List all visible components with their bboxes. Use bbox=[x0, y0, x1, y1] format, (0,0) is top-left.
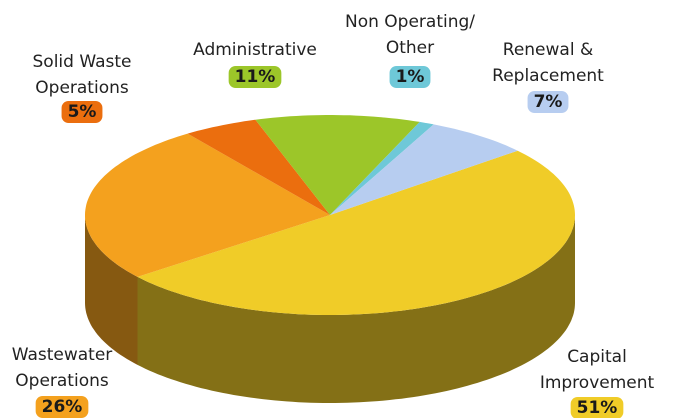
value-badge: 26% bbox=[35, 396, 89, 418]
value-badge: 51% bbox=[570, 397, 624, 418]
label-line: Improvement bbox=[540, 373, 655, 393]
label-line: Administrative bbox=[193, 40, 317, 60]
value-badge: 1% bbox=[389, 66, 431, 88]
slice-side bbox=[85, 215, 138, 365]
value-label: 1% bbox=[396, 67, 425, 87]
category-label: Capital Improvement bbox=[540, 347, 655, 393]
badge-bg bbox=[570, 397, 624, 418]
category-label: Solid Waste Operations bbox=[33, 52, 132, 98]
category-label: Wastewater Operations bbox=[12, 345, 113, 391]
badge-bg bbox=[527, 91, 569, 113]
slice bbox=[330, 121, 434, 215]
badge-bg bbox=[35, 396, 89, 418]
label-line: Operations bbox=[35, 78, 129, 98]
value-label: 26% bbox=[42, 397, 83, 417]
slice bbox=[137, 150, 575, 315]
category-label: Administrative bbox=[193, 40, 317, 60]
label-line: Wastewater bbox=[12, 345, 113, 365]
value-label: 11% bbox=[235, 67, 276, 87]
badge-bg bbox=[61, 101, 103, 123]
slice bbox=[330, 124, 518, 215]
value-badge: 7% bbox=[527, 91, 569, 113]
value-badge: 5% bbox=[61, 101, 103, 123]
badge-bg bbox=[228, 66, 282, 88]
slice bbox=[187, 119, 330, 215]
value-label: 7% bbox=[534, 92, 563, 112]
value-label: 5% bbox=[68, 102, 97, 122]
slice bbox=[255, 115, 420, 215]
badge-bg bbox=[389, 66, 431, 88]
label-line: Solid Waste bbox=[33, 52, 132, 72]
value-label: 51% bbox=[577, 398, 618, 418]
slice bbox=[85, 133, 330, 277]
category-label: Non Operating/Other bbox=[345, 12, 475, 58]
label-line: Replacement bbox=[492, 66, 604, 86]
label-line: Renewal & bbox=[503, 40, 593, 60]
label-line: Non Operating/ bbox=[345, 12, 475, 32]
category-label: Renewal & Replacement bbox=[492, 40, 604, 86]
label-line: Other bbox=[386, 38, 434, 58]
slice-side bbox=[137, 215, 575, 403]
value-badge: 11% bbox=[228, 66, 282, 88]
label-line: Capital bbox=[567, 347, 627, 367]
label-line: Operations bbox=[15, 371, 109, 391]
